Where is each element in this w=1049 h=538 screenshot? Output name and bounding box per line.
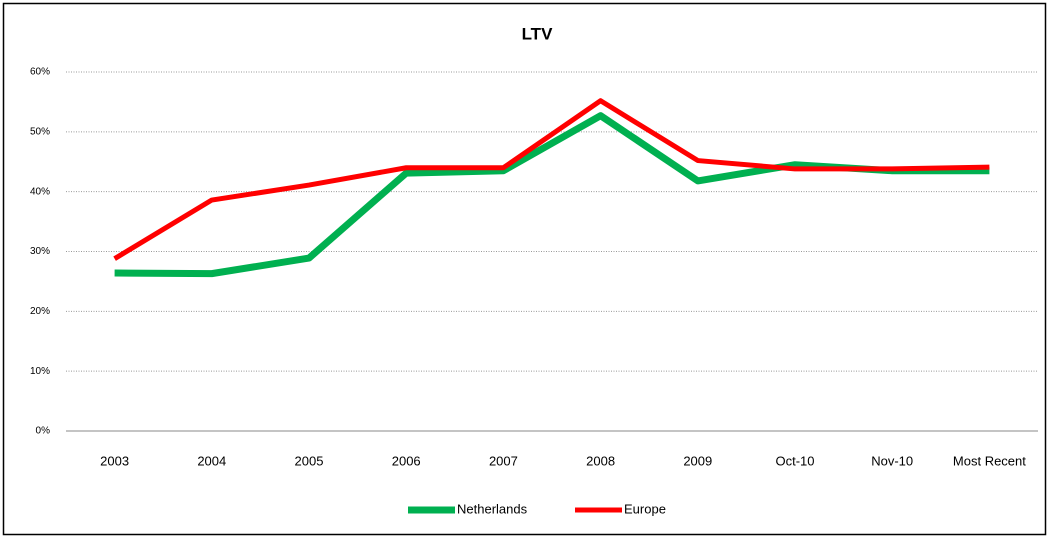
y-tick-label: 30% [30,246,50,257]
data-line [113,98,990,261]
x-tick-label: 2003 [100,453,129,468]
x-tick-label: 2009 [683,453,712,468]
x-tick-label: Most Recent [953,453,1026,468]
x-tick-label: Oct-10 [775,453,814,468]
y-tick-label: 50% [30,126,50,137]
x-tick-label: 2004 [197,453,226,468]
y-tick-label: 40% [30,186,50,197]
x-tick-label: 2008 [586,453,615,468]
x-tick-label: 2006 [392,453,421,468]
y-tick-label: 20% [30,306,50,317]
chart-title: LTV [522,24,554,43]
x-tick-label: Nov-10 [871,453,913,468]
x-tick-label: 2007 [489,453,518,468]
y-tick-label: 0% [36,426,51,437]
y-tick-label: 60% [30,67,50,78]
legend-label: Netherlands [457,501,528,516]
y-tick-label: 10% [30,366,50,377]
legend-label: Europe [624,501,666,516]
x-tick-label: 2005 [295,453,324,468]
